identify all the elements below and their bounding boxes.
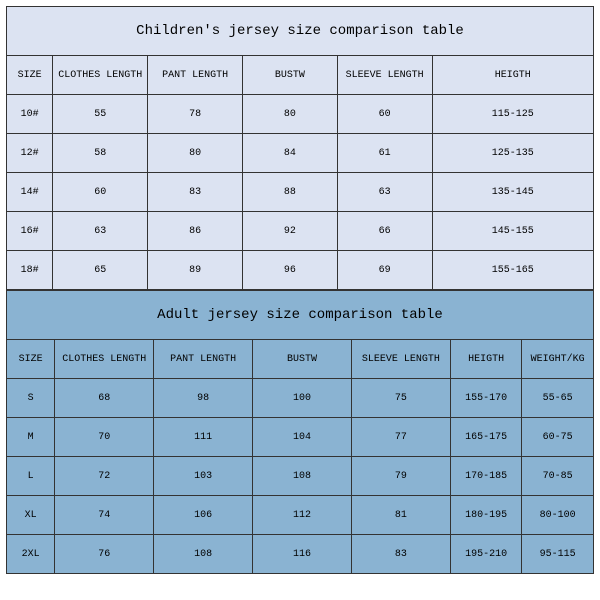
children-table-title: Children's jersey size comparison table [7,7,594,56]
cell: 10# [7,95,53,134]
cell: 84 [242,134,337,173]
adult-col-pant: PANT LENGTH [154,340,253,379]
cell: 81 [351,496,450,535]
adult-col-bust: BUSTW [253,340,352,379]
children-col-clothes: CLOTHES LENGTH [53,56,148,95]
cell: 63 [53,212,148,251]
cell: 80 [242,95,337,134]
cell: 78 [148,95,243,134]
cell: 112 [253,496,352,535]
cell: 69 [337,251,432,290]
cell: 98 [154,379,253,418]
table-row: 18# 65 89 96 69 155-165 [7,251,594,290]
cell: S [7,379,55,418]
cell: 63 [337,173,432,212]
cell: 70-85 [522,457,594,496]
cell: 100 [253,379,352,418]
cell: 58 [53,134,148,173]
adult-size-table: Adult jersey size comparison table SIZE … [6,290,594,574]
cell: 61 [337,134,432,173]
table-row: 2XL 76 108 116 83 195-210 95-115 [7,535,594,574]
cell: 76 [55,535,154,574]
adult-col-clothes: CLOTHES LENGTH [55,340,154,379]
cell: 80-100 [522,496,594,535]
children-size-table: Children's jersey size comparison table … [6,6,594,290]
cell: 86 [148,212,243,251]
cell: 77 [351,418,450,457]
cell: 60-75 [522,418,594,457]
cell: 165-175 [450,418,522,457]
table-row: XL 74 106 112 81 180-195 80-100 [7,496,594,535]
adult-col-size: SIZE [7,340,55,379]
cell: 180-195 [450,496,522,535]
cell: 75 [351,379,450,418]
children-col-size: SIZE [7,56,53,95]
adult-col-weight: WEIGHT/KG [522,340,594,379]
cell: 155-170 [450,379,522,418]
cell: 116 [253,535,352,574]
table-row: L 72 103 108 79 170-185 70-85 [7,457,594,496]
cell: 88 [242,173,337,212]
table-row: 10# 55 78 80 60 115-125 [7,95,594,134]
cell: 66 [337,212,432,251]
cell: 108 [154,535,253,574]
cell: 74 [55,496,154,535]
adult-header-row: SIZE CLOTHES LENGTH PANT LENGTH BUSTW SL… [7,340,594,379]
table-row: S 68 98 100 75 155-170 55-65 [7,379,594,418]
cell: 111 [154,418,253,457]
children-col-pant: PANT LENGTH [148,56,243,95]
children-col-bust: BUSTW [242,56,337,95]
cell: 170-185 [450,457,522,496]
cell: 89 [148,251,243,290]
cell: 83 [351,535,450,574]
cell: 55 [53,95,148,134]
cell: M [7,418,55,457]
adult-table-title: Adult jersey size comparison table [7,291,594,340]
cell: 92 [242,212,337,251]
children-col-sleeve: SLEEVE LENGTH [337,56,432,95]
cell: 12# [7,134,53,173]
cell: 135-145 [432,173,593,212]
cell: 60 [337,95,432,134]
cell: 79 [351,457,450,496]
cell: 55-65 [522,379,594,418]
cell: 115-125 [432,95,593,134]
cell: 83 [148,173,243,212]
children-title-row: Children's jersey size comparison table [7,7,594,56]
cell: 2XL [7,535,55,574]
cell: 14# [7,173,53,212]
cell: 106 [154,496,253,535]
cell: 68 [55,379,154,418]
adult-col-height: HEIGTH [450,340,522,379]
cell: 65 [53,251,148,290]
cell: 145-155 [432,212,593,251]
cell: 72 [55,457,154,496]
children-header-row: SIZE CLOTHES LENGTH PANT LENGTH BUSTW SL… [7,56,594,95]
adult-title-row: Adult jersey size comparison table [7,291,594,340]
table-row: 16# 63 86 92 66 145-155 [7,212,594,251]
children-col-height: HEIGTH [432,56,593,95]
cell: 104 [253,418,352,457]
cell: 70 [55,418,154,457]
cell: L [7,457,55,496]
table-row: 12# 58 80 84 61 125-135 [7,134,594,173]
cell: 195-210 [450,535,522,574]
cell: 18# [7,251,53,290]
cell: 60 [53,173,148,212]
cell: 16# [7,212,53,251]
cell: 103 [154,457,253,496]
cell: 125-135 [432,134,593,173]
adult-col-sleeve: SLEEVE LENGTH [351,340,450,379]
table-row: M 70 111 104 77 165-175 60-75 [7,418,594,457]
cell: 108 [253,457,352,496]
cell: XL [7,496,55,535]
cell: 80 [148,134,243,173]
table-row: 14# 60 83 88 63 135-145 [7,173,594,212]
cell: 95-115 [522,535,594,574]
cell: 155-165 [432,251,593,290]
cell: 96 [242,251,337,290]
